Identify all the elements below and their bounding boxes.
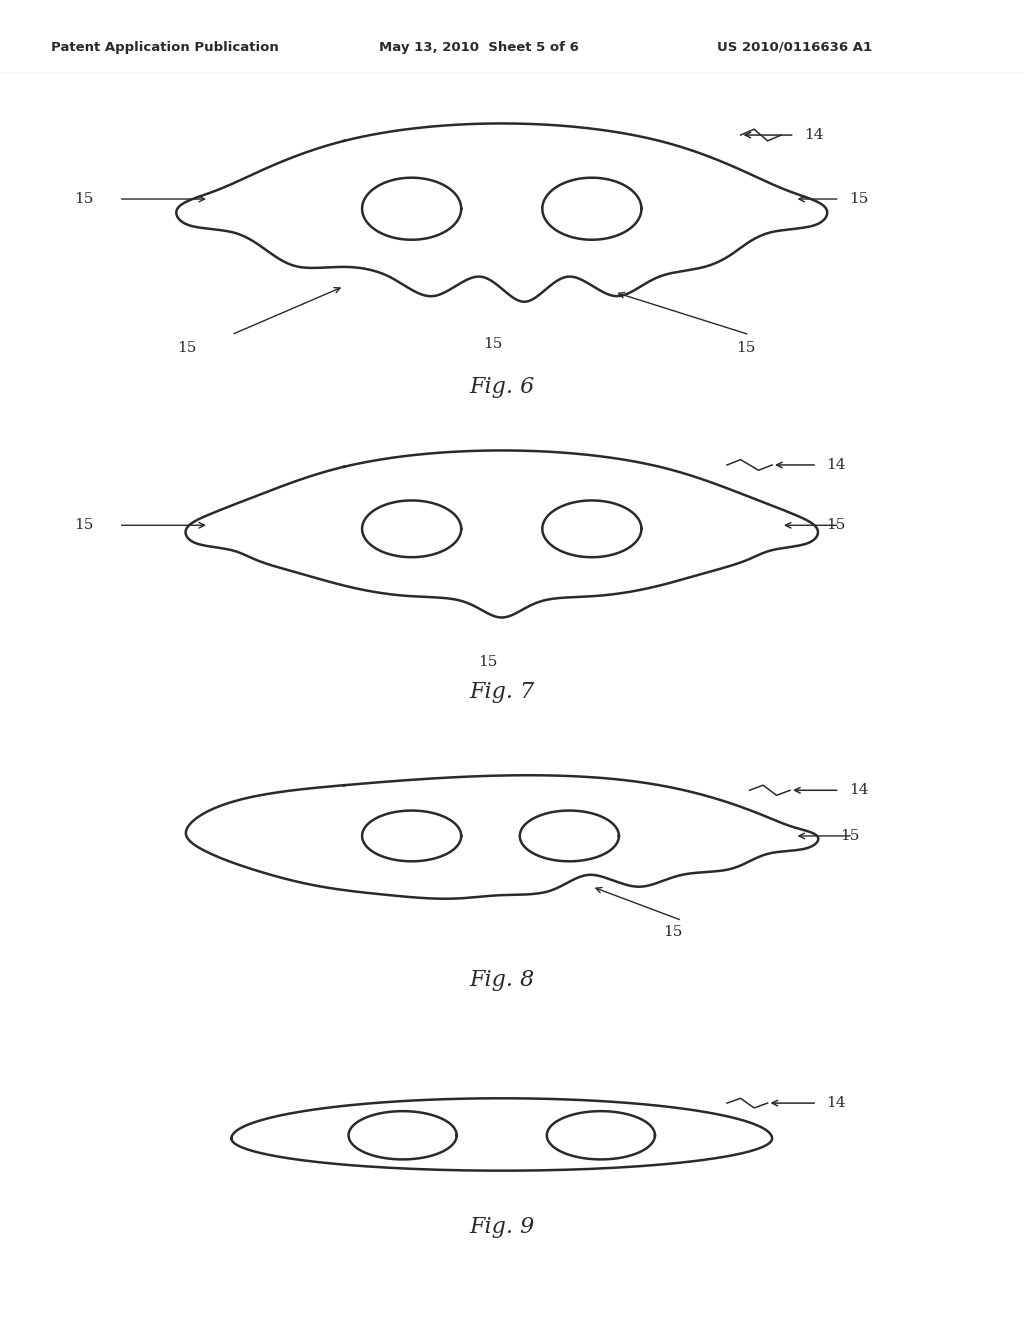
Text: Fig. 7: Fig. 7 xyxy=(469,681,535,704)
Text: May 13, 2010  Sheet 5 of 6: May 13, 2010 Sheet 5 of 6 xyxy=(379,41,579,54)
Text: 15: 15 xyxy=(74,191,93,206)
Text: 15: 15 xyxy=(840,829,859,843)
Text: 15: 15 xyxy=(74,519,93,532)
Text: 15: 15 xyxy=(849,191,868,206)
Text: 14: 14 xyxy=(826,1096,846,1110)
Text: Fig. 6: Fig. 6 xyxy=(469,376,535,399)
Text: 15: 15 xyxy=(826,519,846,532)
Text: 15: 15 xyxy=(736,342,756,355)
Text: 14: 14 xyxy=(826,458,846,473)
Text: 15: 15 xyxy=(478,655,498,669)
Text: 15: 15 xyxy=(483,338,503,351)
Text: Fig. 8: Fig. 8 xyxy=(469,969,535,991)
Text: 14: 14 xyxy=(849,783,868,797)
Text: US 2010/0116636 A1: US 2010/0116636 A1 xyxy=(717,41,871,54)
Text: 15: 15 xyxy=(177,342,197,355)
Text: Patent Application Publication: Patent Application Publication xyxy=(51,41,279,54)
Text: 14: 14 xyxy=(804,128,823,143)
Text: Fig. 9: Fig. 9 xyxy=(469,1216,535,1238)
Text: 15: 15 xyxy=(664,925,683,940)
